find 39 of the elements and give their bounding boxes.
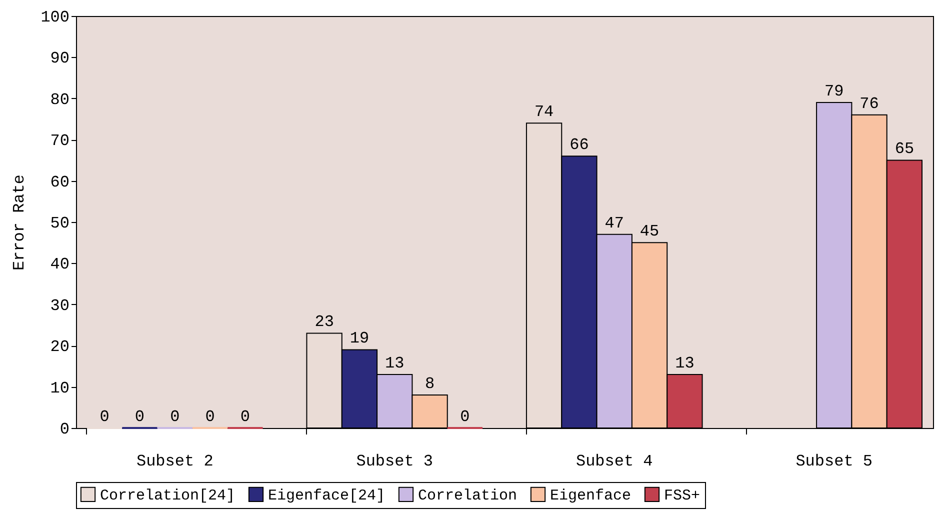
data-label: 0 [460,408,470,426]
y-tick-label: 10 [50,379,70,398]
y-tick-label: 100 [40,8,70,26]
y-tick-label: 20 [50,338,70,356]
y-tick-label: 50 [50,214,70,232]
x-tick-label: Subset 4 [576,452,653,470]
legend-label: Eigenface [550,487,632,504]
y-tick-label: 60 [50,173,70,192]
data-label: 0 [205,408,215,426]
x-tick-label: Subset 2 [136,452,214,470]
data-label: 0 [100,408,110,426]
y-tick-label: 80 [50,90,70,109]
legend-label: Eigenface[24] [268,487,386,504]
data-label: 45 [640,222,660,241]
data-label: 76 [860,94,879,113]
data-label: 19 [350,330,370,348]
data-label: 0 [240,408,250,426]
y-tick-label: 70 [50,132,70,150]
y-axis-title: Error Rate [10,174,29,271]
x-tick-label: Subset 3 [356,452,434,470]
data-label: 66 [570,136,589,154]
y-tick-label: 0 [60,420,70,438]
data-label: 8 [424,375,435,394]
x-tick-label: Subset 5 [796,452,873,470]
legend-label: Correlation [418,487,518,504]
data-label: 79 [824,82,844,101]
legend-label: FSS+ [664,487,700,504]
data-label: 0 [134,408,145,426]
data-label: 65 [894,140,914,158]
data-label: 23 [314,313,334,332]
data-label: 47 [604,214,624,232]
y-tick-label: 90 [50,50,70,68]
data-label: 13 [385,354,404,372]
data-label: 13 [675,354,694,372]
y-tick-label: 30 [50,296,70,315]
data-label: 0 [170,408,180,426]
legend-label: Correlation[24] [100,487,236,504]
y-tick-label: 40 [50,256,70,274]
data-label: 74 [534,103,554,122]
